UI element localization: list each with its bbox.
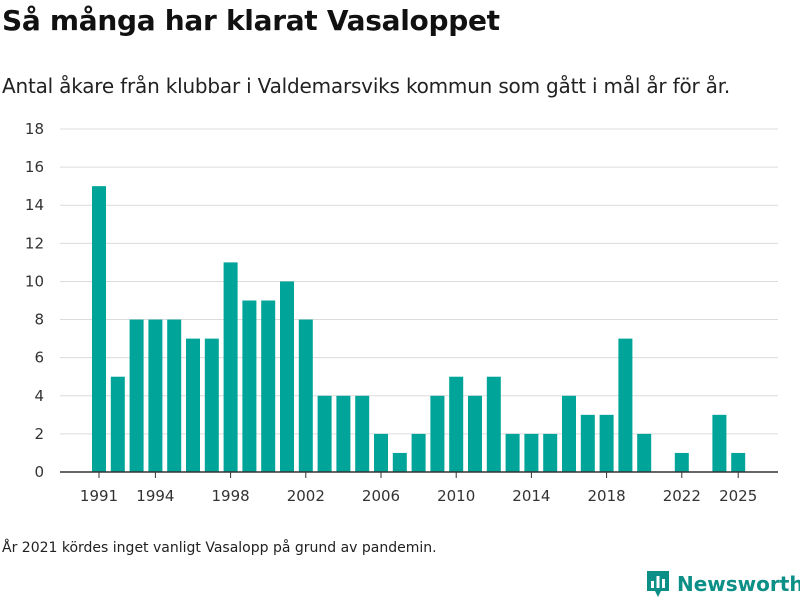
bar-2018 — [599, 414, 614, 472]
bar-2007 — [392, 452, 407, 472]
chart-subtitle: Antal åkare från klubbar i Valdemarsviks… — [2, 74, 731, 98]
x-tick-label: 1998 — [212, 487, 250, 505]
bar-2022 — [674, 452, 689, 472]
bar-1997 — [204, 338, 219, 472]
x-axis: 1991 1994 1998 2002 2006 2010 2014 2018 2022 2025 — [60, 471, 778, 505]
bar-2025 — [731, 452, 746, 472]
y-tick-label: 2 — [34, 425, 44, 443]
bar-2003 — [317, 395, 332, 472]
bar-1996 — [186, 338, 200, 472]
x-tick-label: 2010 — [437, 487, 475, 505]
bar-2011 — [468, 395, 482, 472]
bar-2017 — [580, 414, 595, 472]
bar-2024 — [712, 414, 727, 472]
y-tick-label: 18 — [25, 120, 44, 138]
brand-logo: Newsworthy — [645, 568, 800, 600]
bars — [92, 186, 746, 472]
x-tick-label: 2022 — [663, 487, 701, 505]
bar-2005 — [355, 395, 370, 472]
footnote: År 2021 kördes inget vanligt Vasalopp på… — [2, 540, 437, 556]
bar-chart: 0 2 4 6 8 10 12 14 16 18 1991 1994 1998 2002 2006 2010… — [25, 120, 778, 505]
y-tick-label: 14 — [25, 196, 44, 214]
bar-1998 — [223, 262, 238, 472]
bar-2012 — [486, 376, 501, 472]
x-tick-label: 2006 — [362, 487, 400, 505]
bar-1995 — [167, 319, 182, 472]
y-tick-label: 8 — [34, 311, 44, 329]
bar-chart-pin-icon — [647, 571, 669, 597]
x-tick-label: 1991 — [80, 487, 118, 505]
bar-2006 — [374, 433, 388, 472]
bar-1992 — [110, 376, 125, 472]
y-tick-label: 10 — [25, 272, 44, 290]
bar-2010 — [449, 376, 464, 472]
x-tick-label: 2002 — [287, 487, 325, 505]
bar-2014 — [524, 433, 539, 472]
bar-2020 — [637, 433, 652, 472]
x-tick-label: 1994 — [136, 487, 174, 505]
brand-name: Newsworthy — [677, 572, 800, 596]
x-tick-label: 2014 — [512, 487, 550, 505]
bar-2008 — [411, 433, 426, 472]
bar-2000 — [261, 300, 276, 472]
bar-1994 — [148, 319, 163, 472]
bar-1993 — [129, 319, 144, 472]
y-tick-label: 16 — [25, 158, 44, 176]
bar-2004 — [336, 395, 351, 472]
x-tick-label: 2025 — [719, 487, 757, 505]
bar-2015 — [543, 433, 558, 472]
x-tick-label: 2018 — [588, 487, 626, 505]
bar-2002 — [298, 319, 313, 472]
y-tick-label: 4 — [34, 387, 44, 405]
y-tick-label: 6 — [34, 349, 44, 367]
bar-2016 — [562, 395, 576, 472]
chart-title: Så många har klarat Vasaloppet — [2, 4, 500, 37]
bar-2009 — [430, 395, 445, 472]
y-tick-label: 0 — [34, 463, 44, 481]
y-tick-label: 12 — [25, 234, 44, 252]
bar-1999 — [242, 300, 257, 472]
bar-2001 — [280, 281, 294, 472]
bar-2019 — [618, 338, 633, 472]
bar-2013 — [505, 433, 520, 472]
y-axis-ticks: 0 2 4 6 8 10 12 14 16 18 — [25, 120, 44, 481]
bar-1991 — [92, 186, 106, 472]
